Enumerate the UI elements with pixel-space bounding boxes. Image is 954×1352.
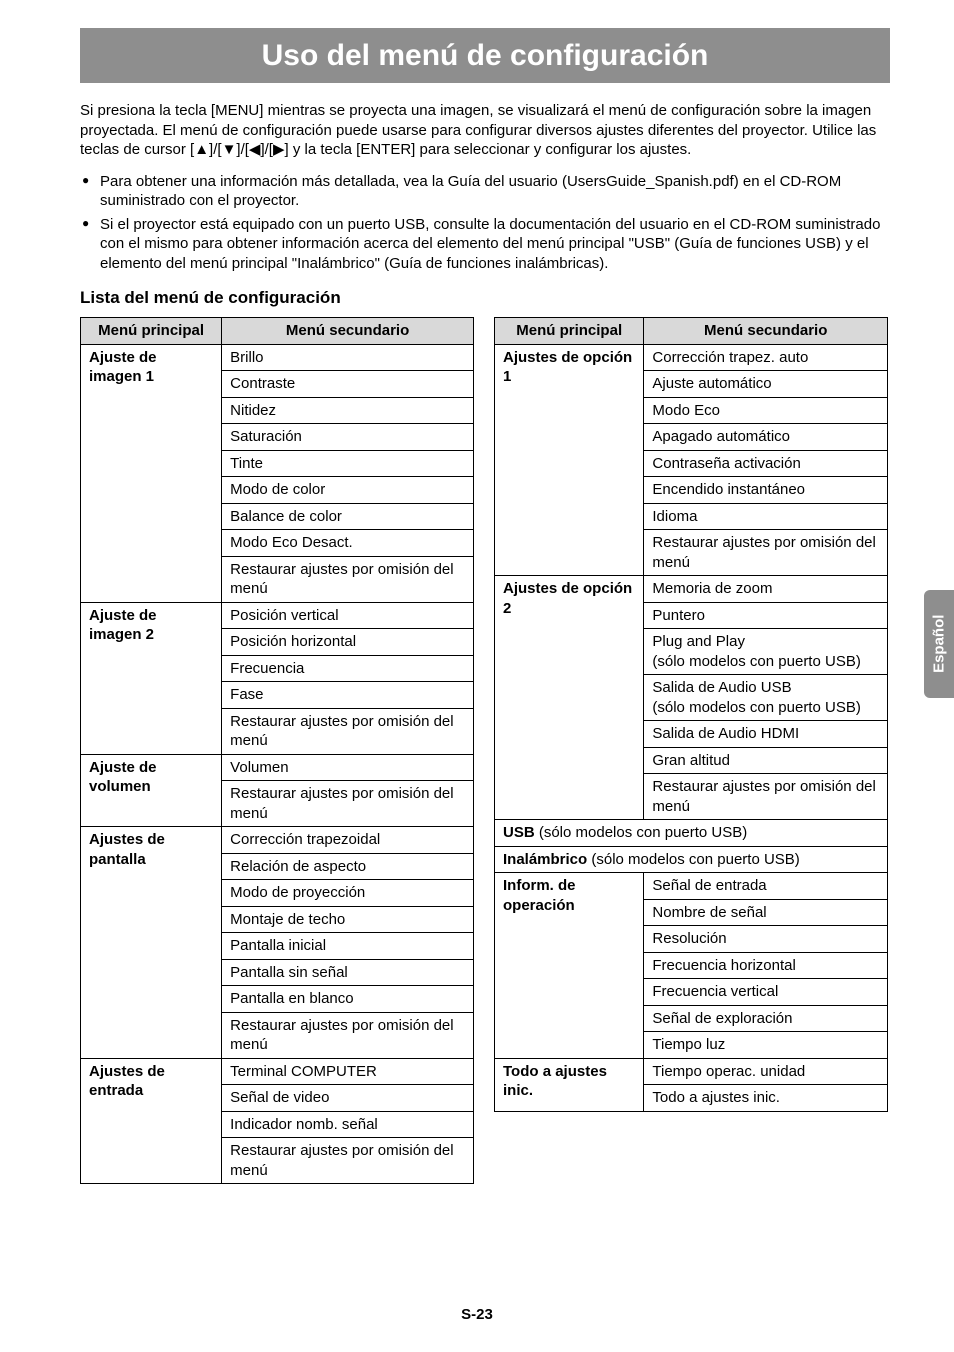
sub-menu-cell: Restaurar ajustes por omisión del menú [222,1012,474,1058]
sub-menu-cell: Puntero [644,602,888,629]
sub-menu-cell: Todo a ajustes inic. [644,1085,888,1112]
sub-menu-cell: Señal de entrada [644,873,888,900]
sub-menu-cell: Idioma [644,503,888,530]
page-number: S-23 [0,1305,954,1325]
note-item: Si el proyector está equipado con un pue… [80,215,890,274]
sub-menu-cell: Saturación [222,424,474,451]
sub-menu-cell: Resolución [644,926,888,953]
sub-menu-cell: Pantalla en blanco [222,986,474,1013]
col-main-header: Menú principal [495,318,644,345]
sub-menu-cell: Contraste [222,371,474,398]
intro-paragraph: Si presiona la tecla [MENU] mientras se … [80,101,890,160]
banner-title: Uso del menú de configuración [80,36,890,75]
sub-menu-cell: Tiempo operac. unidad [644,1058,888,1085]
sub-menu-cell: Restaurar ajustes por omisión del menú [222,781,474,827]
table-row-fullspan: USB (sólo modelos con puerto USB) [495,820,888,847]
section-heading: Lista del menú de configuración [80,287,890,309]
sub-menu-cell: Terminal COMPUTER [222,1058,474,1085]
main-menu-cell: Inform. de operación [495,873,644,1059]
sub-menu-cell: Tiempo luz [644,1032,888,1059]
sub-menu-cell: Relación de aspecto [222,853,474,880]
sub-menu-cell: Encendido instantáneo [644,477,888,504]
main-menu-cell: Ajuste de imagen 2 [81,602,222,754]
sub-menu-cell: Montaje de techo [222,906,474,933]
sub-menu-cell: Frecuencia [222,655,474,682]
sub-menu-cell: Contraseña activación [644,450,888,477]
note-list: Para obtener una información más detalla… [80,172,890,274]
language-tab: Español [924,590,954,698]
main-menu-cell: Ajustes de pantalla [81,827,222,1059]
sub-menu-cell: Volumen [222,754,474,781]
sub-menu-cell: Corrección trapez. auto [644,344,888,371]
col-main-header: Menú principal [81,318,222,345]
sub-menu-cell: Apagado automático [644,424,888,451]
sub-menu-cell: Tinte [222,450,474,477]
page-banner: Uso del menú de configuración [80,28,890,83]
sub-menu-cell: Restaurar ajustes por omisión del menú [222,1138,474,1184]
sub-menu-cell: Restaurar ajustes por omisión del menú [222,556,474,602]
main-menu-cell: Ajuste de imagen 1 [81,344,222,602]
sub-menu-cell: Ajuste automático [644,371,888,398]
sub-menu-cell: Gran altitud [644,747,888,774]
sub-menu-cell: Nombre de señal [644,899,888,926]
sub-menu-cell: Pantalla sin señal [222,959,474,986]
sub-menu-cell: Salida de Audio USB(sólo modelos con pue… [644,675,888,721]
sub-menu-cell: Posición horizontal [222,629,474,656]
main-menu-cell: Ajustes de opción 1 [495,344,644,576]
sub-menu-cell: Modo de proyección [222,880,474,907]
sub-menu-cell: Salida de Audio HDMI [644,721,888,748]
sub-menu-cell: Restaurar ajustes por omisión del menú [644,530,888,576]
sub-menu-cell: Señal de exploración [644,1005,888,1032]
main-menu-cell: Todo a ajustes inic. [495,1058,644,1111]
main-menu-cell: Ajustes de opción 2 [495,576,644,820]
sub-menu-cell: Balance de color [222,503,474,530]
sub-menu-cell: Modo de color [222,477,474,504]
main-menu-cell: Ajustes de entrada [81,1058,222,1184]
sub-menu-cell: Frecuencia vertical [644,979,888,1006]
sub-menu-cell: Brillo [222,344,474,371]
sub-menu-cell: Señal de video [222,1085,474,1112]
menu-table-left: Menú principal Menú secundario Ajuste de… [80,317,474,1184]
tables-container: Menú principal Menú secundario Ajuste de… [80,317,890,1184]
language-label: Español [929,615,949,673]
note-item: Para obtener una información más detalla… [80,172,890,211]
sub-menu-cell: Modo Eco Desact. [222,530,474,557]
sub-menu-cell: Nitidez [222,397,474,424]
sub-menu-cell: Restaurar ajustes por omisión del menú [222,708,474,754]
sub-menu-cell: Indicador nomb. señal [222,1111,474,1138]
sub-menu-cell: Posición vertical [222,602,474,629]
sub-menu-cell: Frecuencia horizontal [644,952,888,979]
main-menu-cell: Ajuste de volumen [81,754,222,827]
sub-menu-cell: Pantalla inicial [222,933,474,960]
col-sub-header: Menú secundario [644,318,888,345]
sub-menu-cell: Restaurar ajustes por omisión del menú [644,774,888,820]
sub-menu-cell: Corrección trapezoidal [222,827,474,854]
menu-table-right: Menú principal Menú secundario Ajustes d… [494,317,888,1112]
table-row-fullspan: Inalámbrico (sólo modelos con puerto USB… [495,846,888,873]
sub-menu-cell: Memoria de zoom [644,576,888,603]
sub-menu-cell: Modo Eco [644,397,888,424]
col-sub-header: Menú secundario [222,318,474,345]
sub-menu-cell: Plug and Play(sólo modelos con puerto US… [644,629,888,675]
sub-menu-cell: Fase [222,682,474,709]
